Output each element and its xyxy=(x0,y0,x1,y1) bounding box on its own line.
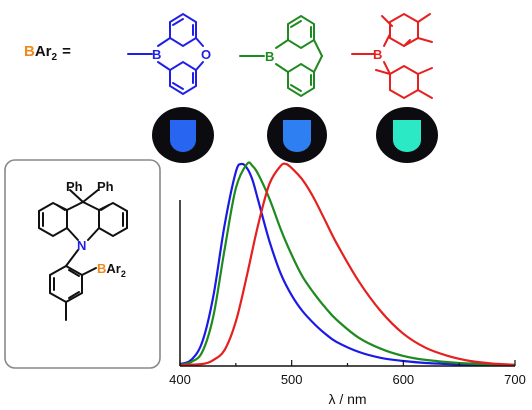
phenyl-label-2: Ph xyxy=(97,179,114,194)
emission-photo-3 xyxy=(376,107,438,163)
definition-label: BAr2 = xyxy=(24,43,71,63)
substituent-oxaboraanthracene xyxy=(127,12,204,96)
molecule-boron: B xyxy=(97,261,106,276)
x-tick-label: 700 xyxy=(504,372,526,387)
x-tick-layer: 400 500 600 700 xyxy=(169,360,526,387)
definition-equals: = xyxy=(62,43,71,60)
emission-series-2 xyxy=(179,161,516,367)
glow-cyan xyxy=(393,120,421,152)
definition-boron-letter: B xyxy=(24,43,35,60)
emission-series-1 xyxy=(179,162,516,367)
x-tick-label: 400 xyxy=(169,372,191,387)
emission-series-3 xyxy=(179,162,516,367)
x-tick-label: 500 xyxy=(281,372,303,387)
nitrogen-label: N xyxy=(77,238,86,253)
substituent-3-boron: B xyxy=(373,47,382,62)
molecule-bar2-label: BAr2 xyxy=(97,261,126,279)
molecule-box xyxy=(4,159,161,369)
molecule-structure xyxy=(38,189,128,321)
substituent-2-boron: B xyxy=(265,49,274,64)
glow-sky-blue xyxy=(283,120,311,152)
x-axis-label: λ / nm xyxy=(328,391,366,407)
emission-photo-2 xyxy=(267,107,327,163)
definition-ar-text: Ar xyxy=(35,43,52,60)
substituent-dihydroboraanthracene xyxy=(239,14,323,98)
definition-subscript: 2 xyxy=(52,52,58,63)
substituent-1-oxygen: O xyxy=(201,47,211,62)
substituent-1-boron: B xyxy=(152,47,161,62)
substituent-dimesityl xyxy=(351,12,433,100)
emission-photo-1 xyxy=(152,107,214,163)
molecule-subscript: 2 xyxy=(121,269,126,279)
svg-text:BAr2=: BAr2 = xyxy=(24,43,71,63)
x-tick-label: 600 xyxy=(392,372,414,387)
glow-blue xyxy=(170,120,196,152)
series-layer xyxy=(179,161,516,367)
phenyl-label-1: Ph xyxy=(66,179,83,194)
molecule-ar: Ar xyxy=(106,261,120,276)
emission-chart: 400 500 600 700 λ / nm xyxy=(169,161,526,407)
